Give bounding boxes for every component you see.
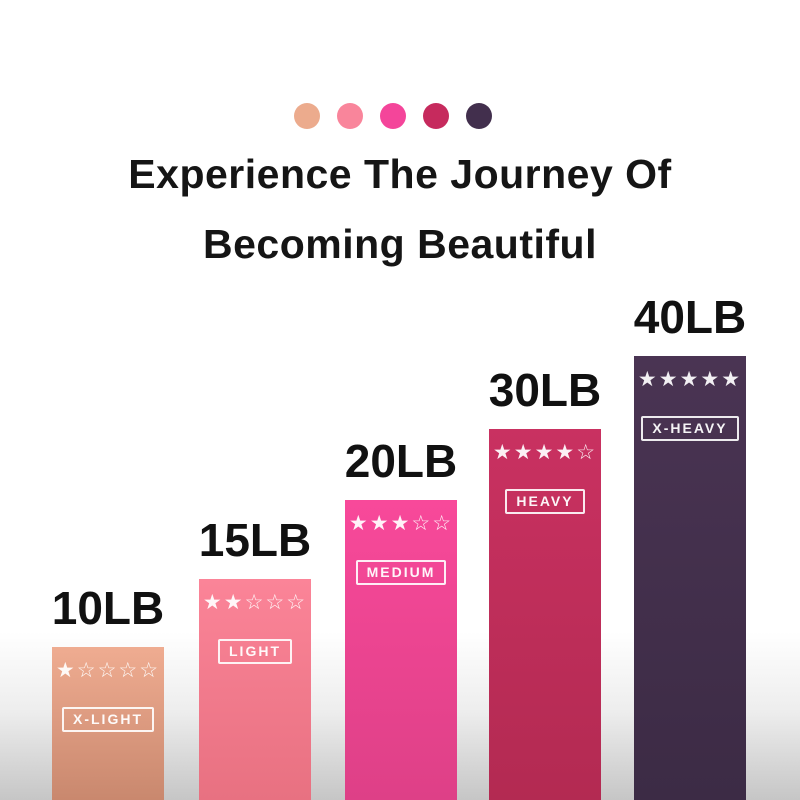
resistance-level-badge: X-LIGHT [62,707,154,732]
title-line-1: Experience The Journey Of [128,151,672,197]
bar-value-label-40lb: 40LB [633,291,747,343]
light-dot-icon [337,103,363,129]
bar-value-label-15lb: 15LB [198,514,312,566]
bar-30lb: ★★★★☆ HEAVY [489,429,601,800]
page-title: Experience The Journey Of Becoming Beaut… [0,139,800,279]
star-rating-icon: ★☆☆☆☆ [55,659,161,682]
x-heavy-dot-icon [466,103,492,129]
bar-value-label-30lb: 30LB [488,364,602,416]
bar-40lb: ★★★★★ X-HEAVY [634,356,746,800]
bar-value-label-10lb: 10LB [51,582,165,634]
title-line-2: Becoming Beautiful [203,221,597,267]
star-rating-icon: ★★★★☆ [492,441,598,464]
star-rating-icon: ★★☆☆☆ [202,591,308,614]
resistance-level-badge: LIGHT [218,639,292,664]
bar-10lb: ★☆☆☆☆ X-LIGHT [52,647,164,800]
color-palette-dots [294,103,492,129]
bar-value-label-20lb: 20LB [344,435,458,487]
star-rating-icon: ★★★☆☆ [348,512,454,535]
bar-15lb: ★★☆☆☆ LIGHT [199,579,311,800]
x-light-dot-icon [294,103,320,129]
resistance-level-badge: HEAVY [505,489,585,514]
medium-dot-icon [380,103,406,129]
star-rating-icon: ★★★★★ [637,368,743,391]
heavy-dot-icon [423,103,449,129]
resistance-level-badge: MEDIUM [355,560,447,585]
resistance-level-badge: X-HEAVY [641,416,739,441]
bar-20lb: ★★★☆☆ MEDIUM [345,500,457,800]
